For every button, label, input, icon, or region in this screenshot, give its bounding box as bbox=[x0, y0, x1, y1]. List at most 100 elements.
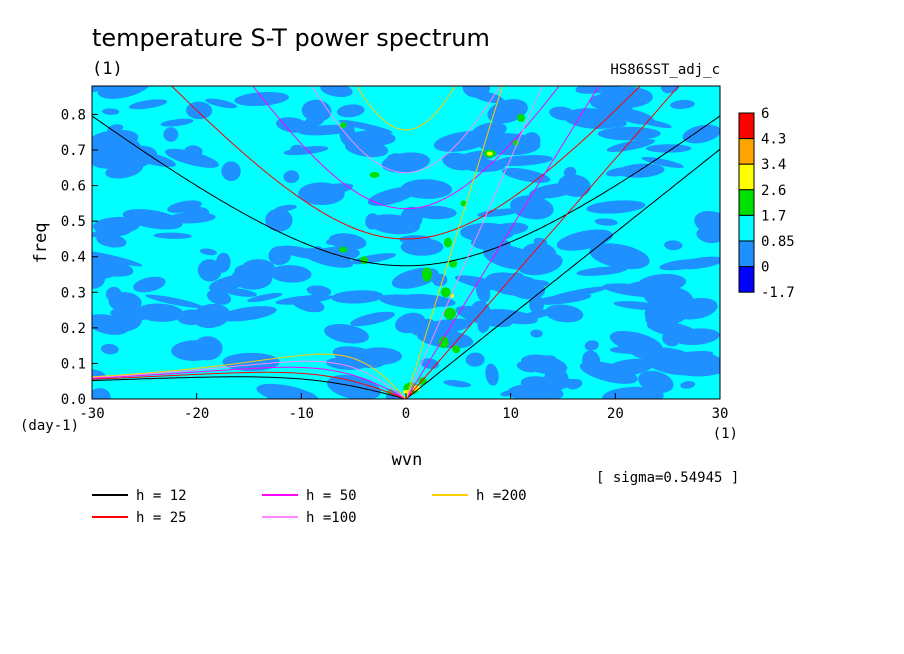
contour-patch bbox=[160, 118, 194, 127]
contour-patch bbox=[682, 124, 720, 144]
contour-patch bbox=[136, 303, 184, 322]
contour-patch bbox=[645, 144, 692, 153]
contour-patch bbox=[400, 238, 444, 256]
x-tick-label: 30 bbox=[712, 406, 729, 422]
contour-patch bbox=[102, 108, 120, 115]
contour-patch bbox=[418, 377, 427, 386]
contour-patch bbox=[530, 329, 543, 338]
contour-patch bbox=[680, 381, 696, 389]
contour-patch bbox=[421, 267, 432, 282]
contour-patch bbox=[131, 152, 176, 168]
contour-patch bbox=[97, 86, 152, 99]
contour-patch bbox=[460, 200, 467, 207]
dispersion-curve bbox=[405, 86, 503, 399]
contour-patch bbox=[92, 250, 143, 267]
contour-patch bbox=[92, 388, 111, 399]
contour-patch bbox=[291, 295, 325, 313]
contour-patch bbox=[93, 216, 141, 235]
contour-patch bbox=[205, 98, 237, 109]
contour-patch bbox=[247, 292, 283, 303]
x-tick-label: 0 bbox=[402, 406, 410, 422]
colorbar-label: 6 bbox=[761, 106, 769, 122]
dataset-label: HS86SST_adj_c bbox=[610, 62, 720, 78]
contour-patch bbox=[381, 152, 430, 173]
contour-patch bbox=[517, 114, 526, 123]
x-tick-label: -20 bbox=[184, 406, 209, 422]
colorbar-swatch bbox=[738, 214, 755, 242]
contour-patch bbox=[597, 86, 653, 109]
contour-patch bbox=[122, 209, 183, 230]
contour-patch bbox=[584, 340, 599, 351]
dispersion-curve bbox=[92, 371, 407, 399]
contour-patch bbox=[327, 374, 381, 399]
contour-patch bbox=[105, 286, 122, 302]
contour-patch bbox=[485, 363, 499, 386]
sigma-label: [ sigma=0.54945 ] bbox=[596, 470, 739, 486]
x-axis-label: wvn bbox=[392, 450, 423, 470]
contour-patch bbox=[241, 259, 276, 278]
contour-patch bbox=[606, 139, 656, 152]
contour-patch bbox=[549, 106, 576, 121]
contour-patch bbox=[193, 336, 223, 361]
contour-patch bbox=[413, 205, 457, 220]
contour-patch bbox=[283, 170, 300, 184]
dispersion-curve bbox=[170, 86, 642, 240]
contour-patch bbox=[471, 90, 505, 104]
contour-patch bbox=[219, 306, 277, 322]
contour-patch bbox=[442, 152, 475, 171]
y-axis: 0.0 0.1 0.2 0.3 0.4 0.5 0.6 0.7 0.8 bbox=[61, 107, 98, 408]
contour-patch bbox=[605, 358, 655, 376]
contour-patch bbox=[638, 370, 674, 393]
y-tick-label: 0.0 bbox=[61, 392, 86, 408]
contour-patch bbox=[345, 139, 389, 158]
colorbar-swatch bbox=[738, 189, 755, 216]
legend-label: h =100 bbox=[306, 510, 357, 526]
legend-label: h =200 bbox=[476, 488, 527, 504]
contour-patch bbox=[586, 200, 646, 214]
legend-label: h = 25 bbox=[136, 510, 187, 526]
legend-label: h = 12 bbox=[136, 488, 187, 504]
dispersion-curve bbox=[405, 86, 680, 399]
dispersion-curve bbox=[405, 148, 720, 399]
contour-patch bbox=[602, 386, 664, 399]
dispersion-curve bbox=[92, 360, 407, 399]
contour-patch bbox=[659, 259, 704, 271]
x-axis: -30 -20 -10 0 10 20 30 bbox=[79, 393, 728, 422]
x-tick-label: 20 bbox=[607, 406, 624, 422]
contour-patch bbox=[340, 122, 347, 129]
contour-patch bbox=[274, 204, 297, 212]
colorbar-label: 4.3 bbox=[761, 132, 786, 148]
contour-patch bbox=[208, 274, 250, 292]
contour-patch bbox=[268, 246, 291, 266]
contour-patch bbox=[369, 171, 380, 178]
contour-patch bbox=[368, 214, 420, 235]
contour-patch bbox=[128, 99, 168, 110]
contour-patch bbox=[350, 311, 395, 327]
contour-patch bbox=[547, 286, 609, 300]
contour-patch bbox=[520, 185, 576, 200]
x-tick-label: 10 bbox=[502, 406, 519, 422]
contour-patch bbox=[576, 266, 628, 276]
contour-patch bbox=[336, 104, 365, 118]
contour-patch bbox=[269, 265, 312, 283]
colorbar-swatch bbox=[738, 138, 755, 165]
contour-patch bbox=[306, 285, 332, 297]
plot-area bbox=[91, 85, 721, 400]
colorbar-label: 0 bbox=[761, 260, 769, 276]
colorbar-label: 3.4 bbox=[761, 157, 786, 173]
contour-patch bbox=[360, 256, 369, 265]
contour-patch bbox=[338, 119, 393, 134]
contour-patch bbox=[668, 361, 720, 377]
y-tick-label: 0.8 bbox=[61, 107, 86, 123]
contour-patch bbox=[637, 273, 687, 293]
contour-patch bbox=[197, 259, 222, 282]
contour-patch bbox=[100, 343, 119, 355]
dispersion-curve bbox=[405, 86, 543, 399]
contour-patch bbox=[589, 243, 650, 270]
contour-patch bbox=[477, 133, 541, 156]
contour-patch bbox=[494, 155, 553, 166]
contour-patch bbox=[438, 336, 449, 349]
dispersion-curve bbox=[92, 353, 407, 399]
contour-patch bbox=[615, 108, 655, 125]
contour-patch bbox=[300, 248, 354, 268]
